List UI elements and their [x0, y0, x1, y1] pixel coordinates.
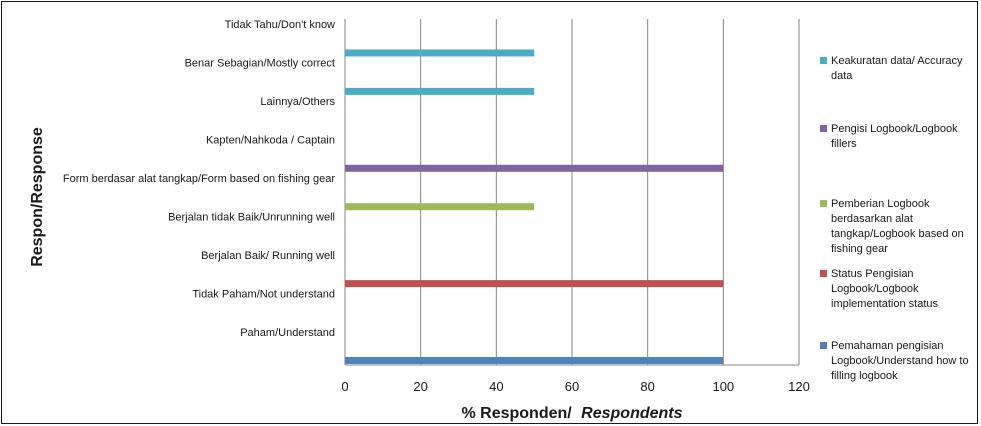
x-tick-label: 40: [489, 379, 503, 394]
x-tick-label: 60: [565, 379, 579, 394]
x-tick-label: 0: [341, 379, 348, 394]
x-tick-labels: 0 20 40 60 80 100 120: [341, 379, 809, 394]
x-axis-title-italic: Respondents: [581, 405, 682, 422]
legend-swatch: [820, 125, 827, 132]
legend-label: Pengisi Logbook/Logbook fillers: [831, 123, 958, 150]
bar: [345, 49, 535, 57]
legend-label: Status Pengisian Logbook/Logbook implement…: [831, 268, 938, 310]
bars: [345, 49, 724, 364]
legend: Keakuratan data/ Accuracy data Pengisi Log…: [820, 55, 969, 382]
legend-swatch: [820, 270, 827, 277]
x-tick-label: 80: [640, 379, 654, 394]
legend-label: Keakuratan data/ Accuracy data: [831, 55, 963, 82]
bar: [345, 357, 724, 364]
bar: [345, 203, 535, 211]
x-tick-label: 20: [413, 379, 427, 394]
category-label: Berjalan tidak Baik/Unrunning well: [168, 211, 335, 223]
legend-swatch: [820, 342, 827, 349]
legend-label: Pemahaman pengisian Logbook/Understand ho…: [831, 340, 969, 382]
bar: [345, 280, 724, 288]
x-axis-title-main: % Responden/: [461, 405, 572, 422]
legend-label: Pemberian Logbook berdasarkan alat tangkap…: [831, 198, 964, 255]
bar: [345, 164, 724, 172]
legend-swatch: [820, 57, 827, 64]
category-label: Berjalan Baik/ Running well: [201, 250, 335, 262]
category-label: Benar Sebagian/Mostly correct: [185, 58, 335, 70]
gridlines: [420, 19, 800, 365]
category-label: Tidak Tahu/Don't know: [225, 19, 335, 31]
y-axis-title: Respon/Response: [29, 127, 46, 267]
category-label: Kapten/Nahkoda / Captain: [206, 135, 335, 147]
x-axis-title: % Responden/ Respondents: [461, 405, 682, 422]
category-label: Tidak Paham/Not understand: [192, 288, 335, 300]
bar: [345, 87, 535, 95]
x-tick-label: 100: [712, 379, 734, 394]
legend-swatch: [820, 200, 827, 207]
category-label: Paham/Understand: [240, 327, 335, 339]
category-label: Lainnya/Others: [260, 96, 335, 108]
category-label: Form berdasar alat tangkap/Form based on…: [63, 173, 335, 185]
x-tick-label: 120: [788, 379, 810, 394]
category-labels: Paham/Understand Tidak Paham/Not understa…: [63, 19, 336, 339]
